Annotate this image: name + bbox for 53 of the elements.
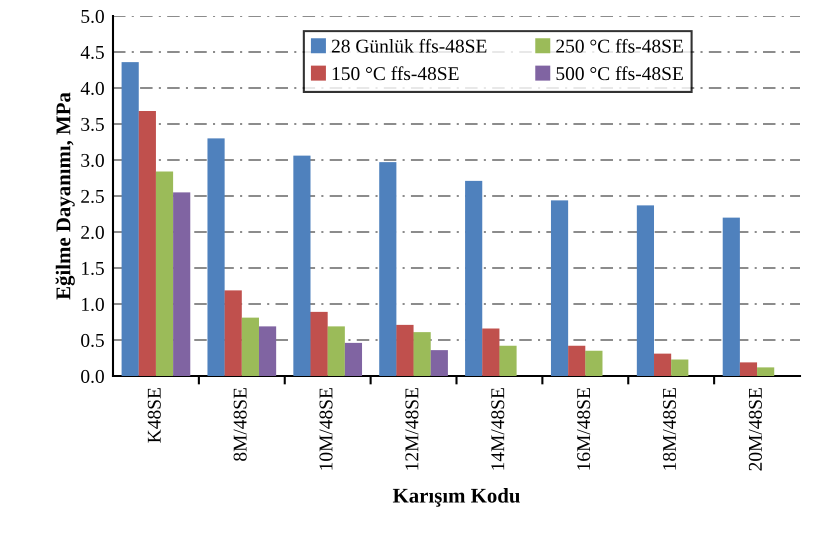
- x-tick-label: 14M/48SE: [491, 388, 504, 470]
- bar: [173, 192, 190, 376]
- bar: [224, 290, 242, 376]
- y-tick-label: 0.0: [81, 370, 104, 384]
- bar: [722, 218, 740, 376]
- y-tick-label: 2.0: [81, 226, 104, 240]
- bar: [258, 326, 276, 376]
- x-tick-label: 12M/48SE: [405, 388, 418, 470]
- x-axis-title: Karışım Kodu: [392, 488, 520, 507]
- x-tick-label: 16M/48SE: [577, 388, 590, 470]
- y-tick-label: 3.5: [81, 118, 104, 132]
- y-tick-label: 3.0: [81, 154, 104, 168]
- legend-label: 150 °C ffs-48SE: [332, 66, 459, 80]
- y-tick-label: 4.5: [80, 46, 104, 60]
- bar: [654, 354, 672, 376]
- bar: [740, 362, 758, 376]
- x-tick-label: 10M/48SE: [319, 388, 333, 470]
- x-tick-label: K48SE: [148, 388, 161, 443]
- x-tick-label: 8M/48SE: [234, 388, 247, 461]
- bar: [293, 156, 311, 376]
- bar: [465, 180, 482, 376]
- bar: [207, 138, 225, 376]
- y-tick-label: 4.0: [80, 82, 104, 96]
- y-axis-title: Eğilme Dayanımı, MPa: [56, 92, 75, 300]
- y-tick-label: 0.5: [81, 334, 104, 348]
- bar: [482, 328, 500, 376]
- bar: [242, 318, 259, 376]
- legend-label: 500 °C ffs-48SE: [556, 66, 683, 80]
- bar: [310, 312, 328, 376]
- bar: [585, 350, 602, 376]
- bar: [550, 200, 568, 376]
- bar: [636, 205, 654, 376]
- y-tick-label: 1.5: [82, 262, 104, 276]
- bar: [344, 342, 362, 376]
- bar: [138, 111, 156, 376]
- bar: [568, 346, 586, 376]
- bar: [328, 326, 345, 376]
- bar: [396, 324, 414, 376]
- y-tick-label: 1.0: [82, 298, 104, 312]
- x-tick-label: 20M/48SE: [748, 388, 762, 471]
- bar: [499, 346, 517, 376]
- bar: [156, 172, 174, 376]
- bar: [430, 350, 448, 376]
- bar: [671, 359, 688, 376]
- bar: [414, 332, 431, 376]
- bar: [122, 62, 139, 376]
- y-tick-label: 2.5: [81, 190, 104, 204]
- legend-label: 28 Günlük ffs-48SE: [332, 38, 486, 53]
- legend-label: 250 °C ffs-48SE: [556, 38, 683, 53]
- bar: [379, 162, 396, 376]
- y-tick-label: 5.0: [81, 10, 104, 24]
- x-tick-label: 18M/48SE: [662, 388, 676, 470]
- bar: [757, 367, 774, 376]
